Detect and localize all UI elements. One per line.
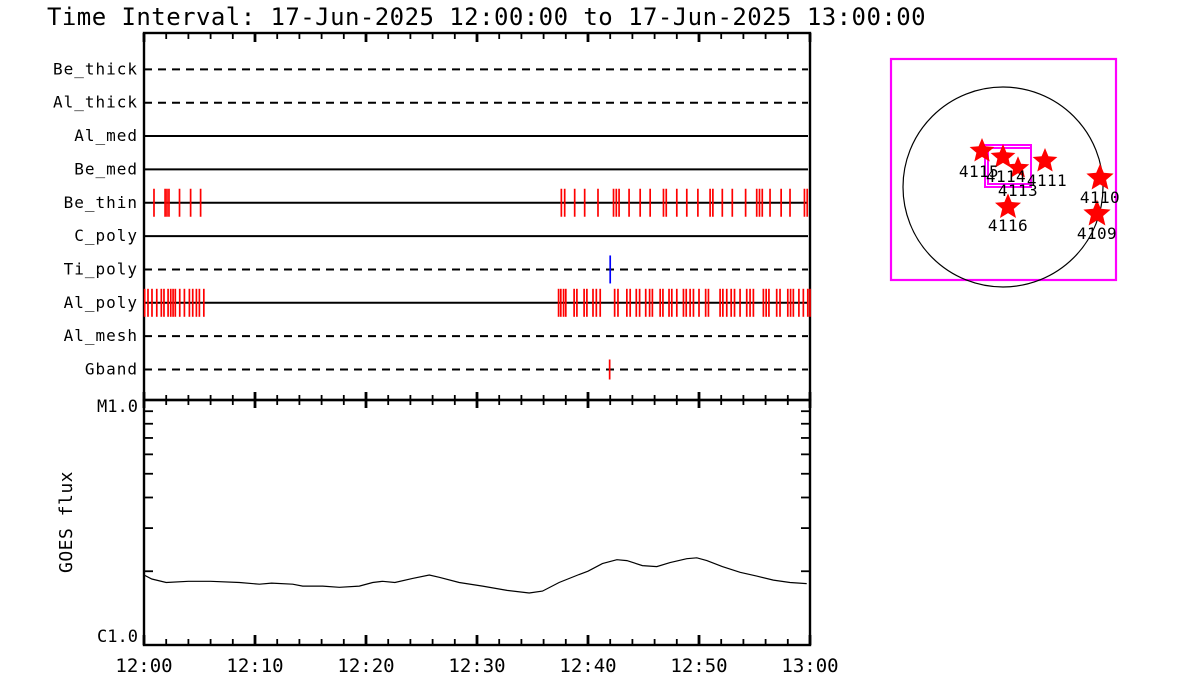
filter-row-label: C_poly [74, 226, 138, 245]
active-region-label: 4116 [988, 216, 1028, 235]
active-region-star-4109 [1083, 199, 1111, 226]
active-region-star-4115 [969, 138, 995, 162]
active-region-label: 4110 [1080, 188, 1120, 207]
time-axis-label: 12:50 [670, 655, 727, 677]
goes-ymin-label: C1.0 [97, 627, 138, 647]
time-axis-label: 12:30 [448, 655, 505, 677]
filter-row-label: Gband [85, 360, 138, 379]
active-region-star-4110 [1086, 163, 1114, 190]
solar-limb-circle [902, 86, 1104, 288]
active-region-star-4113 [1006, 156, 1030, 178]
time-axis-label: 12:40 [559, 655, 616, 677]
filter-row-label: Al_thick [53, 93, 138, 112]
filter-row-label: Al_mesh [64, 326, 138, 345]
filter-row-label: Al_poly [64, 293, 138, 312]
time-axis-label: 13:00 [781, 655, 838, 677]
active-region-star-4114 [990, 144, 1016, 168]
goes-panel-frame [142, 398, 812, 647]
time-axis-label: 12:10 [226, 655, 283, 677]
filter-row-label: Be_thin [64, 193, 138, 212]
filter-row-label: Be_thick [53, 59, 138, 78]
active-region-label: 4114 [986, 167, 1026, 186]
active-region-label: 4113 [998, 181, 1038, 200]
time-axis-label: 12:00 [115, 655, 172, 677]
goes-ymax-label: M1.0 [97, 397, 138, 417]
goes-flux-panel: 12:00 12:10 12:20 12:30 12:40 12:50 13:00 M1.0 C… [56, 397, 839, 677]
goes-flux-curve [143, 557, 807, 594]
filter-row-label: Be_med [74, 159, 138, 178]
active-region-label: 4111 [1027, 171, 1067, 190]
page-title: Time Interval: 17-Jun-2025 12:00:00 to 1… [47, 3, 927, 31]
active-region-label: 4109 [1077, 224, 1117, 243]
sun-map-frame [889, 57, 1118, 282]
filter-row-label: Al_med [74, 126, 138, 145]
goes-axis-title: GOES flux [56, 471, 77, 573]
xrt-fov-box [987, 147, 1032, 185]
active-region-label: 4115 [959, 162, 999, 181]
filter-row-label: Ti_poly [64, 259, 138, 278]
time-axis-label: 12:20 [337, 655, 394, 677]
active-region-star-4116 [995, 193, 1021, 218]
filter-timeline-panel: Be_thick Al_thick Al_med Be_med Be_thin C_pol… [53, 31, 812, 408]
active-region-star-4111 [1032, 148, 1058, 172]
